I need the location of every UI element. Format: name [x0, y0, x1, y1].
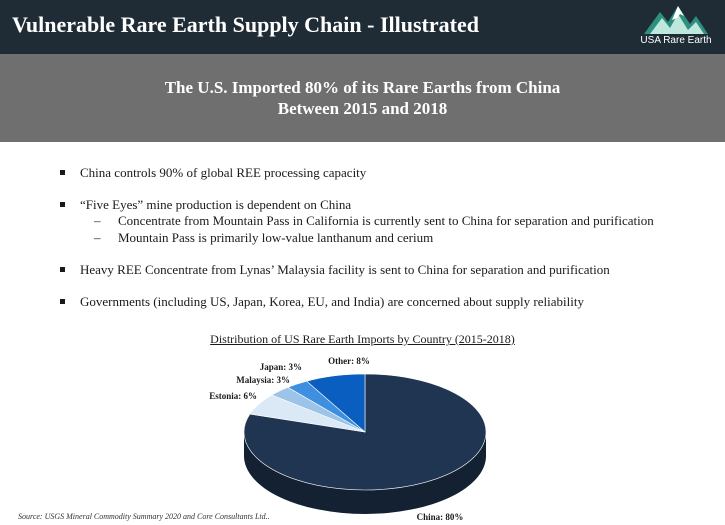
- bullet-text: China controls 90% of global REE process…: [80, 165, 367, 180]
- title-bar: Vulnerable Rare Earth Supply Chain - Ill…: [0, 0, 725, 54]
- dash-icon: –: [94, 213, 101, 228]
- pie-sides: [244, 432, 486, 514]
- mountain-logo-icon: [644, 6, 708, 34]
- source-note: Source: USGS Mineral Commodity Summary 2…: [18, 512, 270, 521]
- chart-title: Distribution of US Rare Earth Imports by…: [210, 332, 515, 346]
- headline-line-2: Between 2015 and 2018: [277, 99, 448, 118]
- headline-line-1: The U.S. Imported 80% of its Rare Earths…: [164, 78, 561, 97]
- logo-text: USA Rare Earth: [640, 35, 712, 46]
- bullet-square-icon: [60, 299, 65, 304]
- headline-banner: The U.S. Imported 80% of its Rare Earths…: [0, 54, 725, 142]
- pie-label-3: Japan: 3%: [260, 362, 302, 372]
- pie-tops: [243, 373, 487, 491]
- bullet-text: “Five Eyes” mine production is dependent…: [80, 197, 352, 212]
- pie-label-2: Malaysia: 3%: [236, 375, 290, 385]
- pie-label-1: Estonia: 6%: [209, 391, 257, 401]
- pie-side-0: [244, 432, 486, 514]
- dash-icon: –: [94, 230, 101, 245]
- sub-bullet-text: Concentrate from Mountain Pass in Califo…: [118, 213, 654, 228]
- pie-slice-4: [306, 373, 366, 433]
- sub-bullet-text: Mountain Pass is primarily low-value lan…: [118, 230, 434, 245]
- bullet-square-icon: [60, 170, 65, 175]
- bullet-square-icon: [60, 202, 65, 207]
- slide-title: Vulnerable Rare Earth Supply Chain - Ill…: [12, 12, 479, 37]
- pie-labels: China: 80% Estonia: 6% Malaysia: 3% Japan: …: [209, 356, 463, 522]
- company-logo: USA Rare Earth: [635, 4, 717, 50]
- bullet-square-icon: [60, 267, 65, 272]
- pie-label-4: Other: 8%: [328, 356, 370, 366]
- bullet-text: Heavy REE Concentrate from Lynas’ Malays…: [80, 262, 610, 277]
- bullet-text: Governments (including US, Japan, Korea,…: [80, 294, 584, 309]
- pie-label-0: China: 80%: [417, 512, 464, 522]
